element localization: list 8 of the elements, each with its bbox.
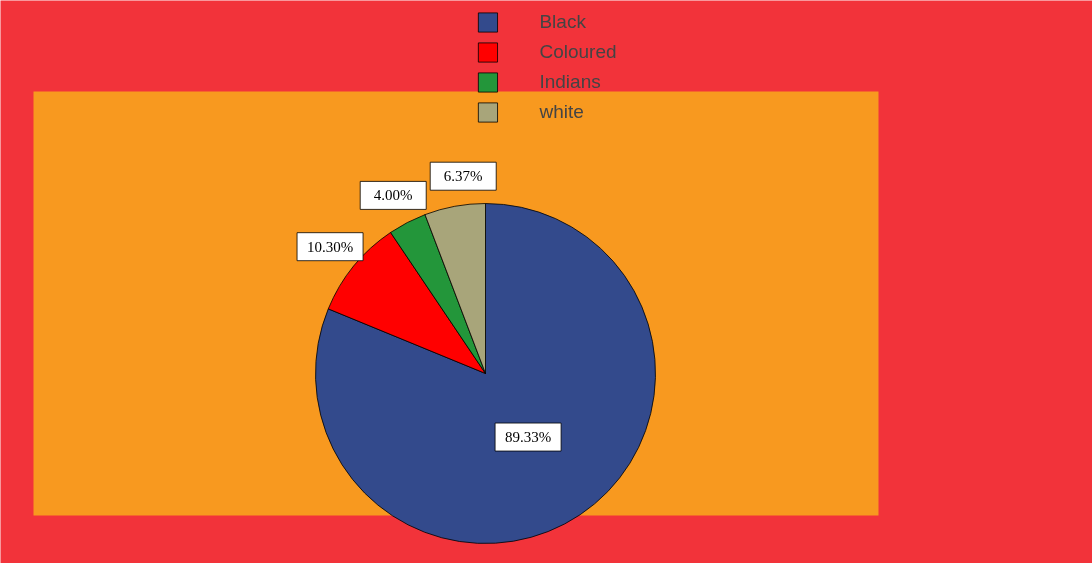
data-label: 10.30% <box>306 238 354 255</box>
legend-label: Black <box>539 11 586 33</box>
legend-label: white <box>539 101 584 123</box>
data-label: 4.00% <box>373 187 413 204</box>
data-label: 89.33% <box>504 429 552 446</box>
legend-label: Indians <box>539 71 601 93</box>
legend-label: Coloured <box>539 41 617 63</box>
data-label: 6.37% <box>443 168 483 185</box>
